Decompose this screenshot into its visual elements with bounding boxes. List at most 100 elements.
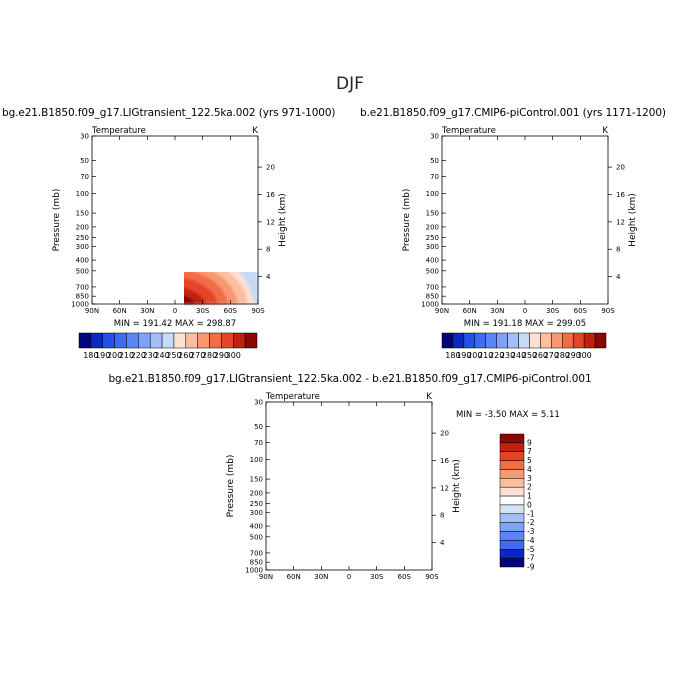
colorbar-box — [499, 557, 525, 568]
x-tick-label: 30N — [490, 307, 504, 315]
y-tick-label: 50 — [254, 423, 263, 431]
colorbar-box — [583, 332, 596, 349]
y-tick-label: 700 — [250, 549, 263, 557]
y2-tick-label: 16 — [440, 457, 449, 465]
panel-3-stats: MIN = -3.50 MAX = 5.11 — [456, 410, 560, 420]
colorbar-box — [221, 332, 234, 349]
colorbar-box — [102, 332, 115, 349]
colorbar-box — [78, 332, 92, 349]
panel-3-axes: 90N 60N 30N 0 30S 60S 90S 30 50 70 100 150 200 250300… — [226, 392, 462, 581]
colorbar-box — [244, 332, 258, 349]
y-tick-label: 150 — [426, 210, 439, 218]
colorbar-box — [551, 332, 563, 349]
colorbar-tick-label: 290 — [214, 351, 229, 360]
variable-label: Temperature — [441, 126, 496, 136]
colorbar-box — [173, 332, 187, 349]
colorbar-box — [441, 332, 454, 349]
y-tick-label: 500 — [76, 267, 89, 275]
x-tick-label: 0 — [347, 573, 351, 581]
panel-3-title: bg.e21.B1850.f09_g17.LIGtransient_122.5k… — [108, 373, 592, 385]
y-tick-label: 30 — [430, 133, 439, 141]
y-tick-label: 250 — [426, 234, 439, 242]
colorbar-tick-label: 240 — [154, 351, 169, 360]
y-tick-label: 100 — [76, 190, 89, 198]
y2-tick-label: 8 — [266, 246, 270, 254]
y-tick-label: 100 — [250, 456, 263, 464]
colorbar-tick-label: 230 — [500, 351, 515, 360]
y-tick-label: 1000 — [421, 301, 439, 309]
colorbar-box — [529, 332, 541, 349]
colorbar-box — [518, 332, 530, 349]
colorbar-box — [485, 332, 497, 349]
y2-axis-title: Height (km) — [278, 193, 288, 247]
colorbar-box — [572, 332, 585, 349]
y-tick-label: 70 — [430, 173, 439, 181]
y-tick-label: 1000 — [245, 567, 263, 575]
x-tick-label: 30S — [196, 307, 210, 315]
units-label: K — [426, 392, 432, 402]
y-axis-title: Pressure (mb) — [52, 189, 62, 252]
variable-label: Temperature — [265, 392, 320, 402]
colorbar-tick-label: 180 — [83, 351, 98, 360]
colorbar-box — [452, 332, 465, 349]
y-tick-label: 400 — [76, 257, 89, 265]
x-tick-label: 90S — [601, 307, 615, 315]
colorbar-tick-label: 3 — [527, 474, 532, 483]
y-tick-label: 30 — [80, 133, 89, 141]
colorbar-tick-label: 0 — [527, 500, 532, 509]
colorbar-tick-label: -7 — [527, 554, 535, 563]
x-tick-label: 90N — [85, 307, 99, 315]
colorbar-tick-label: 280 — [555, 351, 570, 360]
colorbar-box — [114, 332, 127, 349]
colorbar-box — [463, 332, 476, 349]
panel-2-title: b.e21.B1850.f09_g17.CMIP6-piControl.001 … — [360, 107, 666, 119]
colorbar-tick-label: -4 — [527, 536, 535, 545]
y-tick-label: 300 — [76, 243, 89, 251]
x-tick-label: 90N — [435, 307, 449, 315]
colorbar-box — [499, 442, 525, 452]
colorbar-tick-label: 290 — [566, 351, 581, 360]
colorbar-tick-label: 9 — [527, 438, 532, 447]
panel-1-axes: 90N 60N 30N 0 30S 60S 90S 30 50 70 100 150 200 250300… — [52, 126, 288, 315]
y-tick-label: 700 — [426, 283, 439, 291]
y-axis-title: Pressure (mb) — [226, 455, 236, 518]
colorbar-box — [149, 332, 163, 349]
y2-tick-label: 4 — [616, 273, 621, 281]
x-tick-label: 90S — [251, 307, 265, 315]
colorbar-box — [499, 504, 525, 515]
y-tick-label: 150 — [250, 476, 263, 484]
colorbar-box — [499, 451, 525, 461]
y-tick-label: 500 — [250, 533, 263, 541]
y2-tick-label: 4 — [266, 273, 271, 281]
colorbar-tick-label: 210 — [119, 351, 134, 360]
colorbar-tick-label: 7 — [527, 447, 532, 456]
colorbar-tick-label: 250 — [522, 351, 537, 360]
y-tick-label: 400 — [426, 257, 439, 265]
colorbar-box — [209, 332, 222, 349]
colorbar-box — [233, 332, 246, 349]
colorbar-tick-label: 300 — [226, 351, 241, 360]
colorbar-box — [499, 469, 525, 479]
y-tick-label: 400 — [250, 523, 263, 531]
y-tick-label: 850 — [76, 293, 89, 301]
colorbar-tick-label: -9 — [527, 563, 535, 572]
colorbar-box — [499, 486, 525, 497]
colorbar-tick-label: -1 — [527, 509, 535, 518]
colorbar-tick-label: 300 — [576, 351, 591, 360]
y-tick-label: 70 — [254, 439, 263, 447]
y-tick-label: 850 — [426, 293, 439, 301]
y2-tick-label: 4 — [440, 539, 445, 547]
units-label: K — [252, 126, 258, 136]
colorbar-box — [496, 332, 508, 349]
colorbar-tick-label: 270 — [190, 351, 205, 360]
y2-tick-label: 20 — [616, 164, 625, 172]
x-tick-label: 60S — [574, 307, 588, 315]
x-tick-label: 30N — [140, 307, 154, 315]
colorbar-box — [474, 332, 486, 349]
x-tick-label: 0 — [523, 307, 527, 315]
season-title: DJF — [336, 74, 364, 94]
y2-tick-label: 8 — [440, 512, 444, 520]
panel-1-title: bg.e21.B1850.f09_g17.LIGtransient_122.5k… — [2, 107, 336, 119]
x-tick-label: 60S — [398, 573, 412, 581]
